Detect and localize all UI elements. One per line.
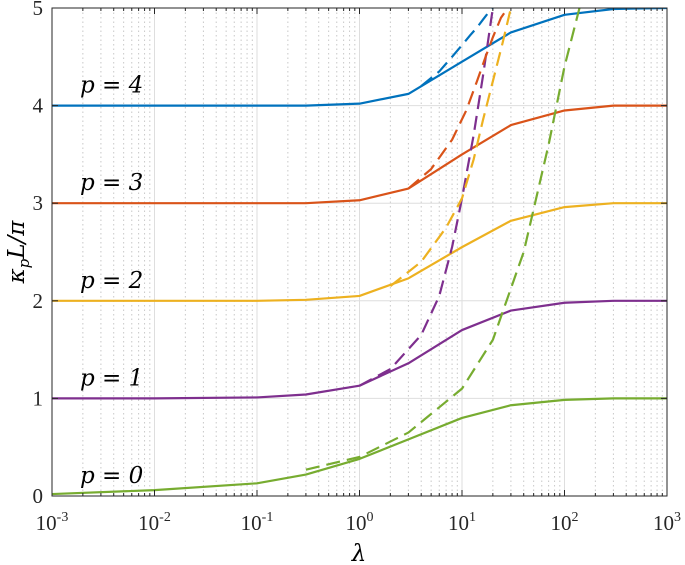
series-line-p2-dashed — [389, 8, 512, 288]
curve-label-p0: p = 0 — [80, 463, 143, 489]
series-layer — [52, 8, 667, 496]
series-line-p0-dashed — [305, 8, 581, 471]
x-tick-label: 10-3 — [36, 510, 69, 535]
y-tick-label: 3 — [33, 191, 44, 215]
curve-label-p4: p = 4 — [80, 73, 143, 99]
series-line-p0-solid — [52, 397, 667, 496]
curve-label-p3: p = 3 — [80, 170, 143, 196]
y-tick-label: 4 — [33, 94, 44, 118]
x-tick-label: 10-2 — [138, 510, 171, 535]
x-tick-label: 10-1 — [241, 510, 274, 535]
series-line-p4-solid — [52, 8, 667, 107]
y-tick-label: 0 — [33, 484, 44, 508]
tick-marks — [51, 7, 668, 497]
minor-grid — [82, 8, 663, 496]
curve-labels: p = 4 p = 3 p = 2 p = 1 p = 0 — [80, 73, 143, 489]
x-tick-label: 102 — [551, 510, 579, 535]
x-tick-label: 100 — [346, 510, 374, 535]
series-line-p4-dashed — [420, 8, 494, 87]
y-axis-label-sub: p — [15, 258, 33, 268]
x-tick-label: 101 — [448, 510, 476, 535]
x-tick-labels: 10-3 10-2 10-1 100 101 102 103 — [36, 510, 681, 535]
x-tick-label: 103 — [653, 510, 681, 535]
y-axis-label-rest: L/π — [4, 220, 30, 260]
y-axis-label: κpL/π — [4, 220, 33, 285]
y-tick-label: 5 — [33, 0, 44, 20]
svg-text:κpL/π: κpL/π — [4, 220, 33, 285]
series-line-p1-solid — [52, 299, 667, 400]
y-tick-label: 2 — [33, 289, 44, 313]
series-line-p3-dashed — [407, 8, 509, 190]
x-axis-label: λ — [351, 541, 367, 565]
curve-label-p1: p = 1 — [80, 365, 143, 391]
series-line-p1-dashed — [358, 8, 494, 387]
y-tick-labels: 0 1 2 3 4 5 — [33, 0, 44, 508]
series-line-p2-solid — [52, 202, 667, 302]
curve-label-p2: p = 2 — [80, 268, 143, 294]
y-axis-label-kappa: κ — [4, 268, 30, 284]
y-tick-label: 1 — [33, 386, 44, 410]
